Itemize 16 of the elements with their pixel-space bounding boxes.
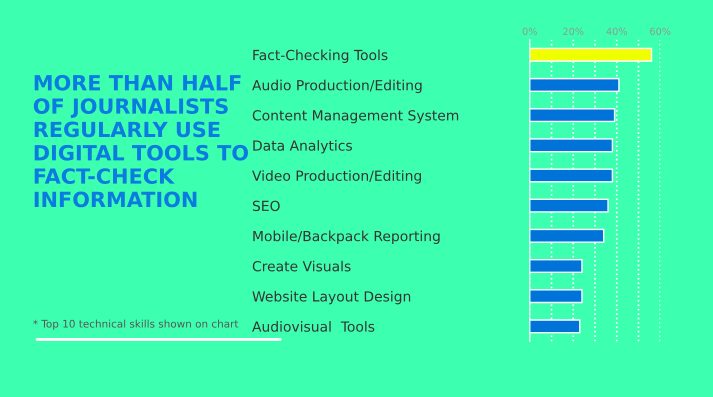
x-tick-label: 40%	[606, 28, 628, 36]
y-tick-label: Audiovisual Tools	[252, 321, 374, 332]
x-tick-label: 60%	[650, 28, 671, 36]
x-tick-label: 0%	[522, 28, 537, 36]
y-tick-label: Data Analytics	[253, 140, 352, 154]
y-tick-label: SEO	[252, 200, 280, 212]
y-tick-label: Fact-Checking Tools	[253, 50, 388, 63]
y-tick-label: Website Layout Design	[252, 290, 410, 304]
y-tick-label: Video Production/Editing	[252, 170, 421, 184]
y-tick-label: Create Visuals	[252, 260, 351, 272]
x-tick-label: 20%	[563, 28, 584, 36]
y-tick-label: Content Management System	[252, 110, 458, 124]
y-tick-label: Audio Production/Editing	[252, 80, 422, 94]
text: * Top 10 technical skills shown on chart	[33, 320, 238, 330]
y-tick-label: Mobile/Backpack Reporting	[253, 230, 440, 244]
text: MORE THAN HALF OF JOURNALISTS REGULARLY USE DIGITAL TOOLS TO FACT-CHECK INFORMATION	[34, 74, 248, 208]
